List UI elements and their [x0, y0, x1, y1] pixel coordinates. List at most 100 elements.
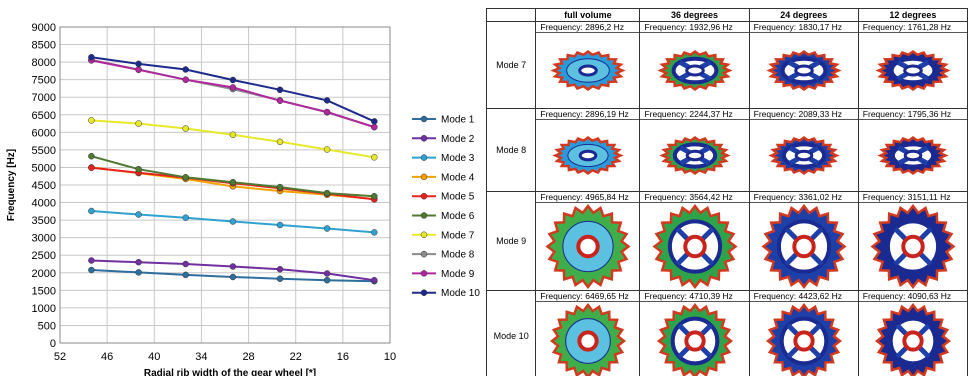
legend-marker	[420, 192, 428, 200]
data-point	[276, 183, 284, 191]
x-tick-label: 28	[242, 351, 254, 363]
data-point	[135, 165, 142, 173]
legend-marker	[420, 212, 428, 219]
mode-shape-table: full volume 36 degrees 24 degrees 12 deg…	[486, 8, 968, 376]
data-point	[323, 270, 331, 277]
frequency-label: Frequency: 1761,28 Hz	[858, 22, 967, 33]
legend-label: Mode 5	[441, 192, 475, 203]
data-point	[135, 258, 142, 266]
data-point	[182, 214, 189, 221]
table-header-row: full volume 36 degrees 24 degrees 12 deg…	[486, 8, 968, 22]
y-tick-label: 5500	[32, 145, 56, 157]
mode-shape-cell: Frequency: 2896,2 Hz	[535, 21, 641, 109]
frequency-label: Frequency: 4423,62 Hz	[749, 291, 858, 302]
data-point	[229, 76, 237, 84]
gear-mode-shape-image	[875, 49, 951, 92]
gear-mode-shape-image	[870, 204, 956, 289]
mode-shape-cell: Frequency: 6469,65 Hz	[535, 290, 641, 376]
data-point	[276, 97, 284, 104]
data-point	[323, 225, 331, 232]
row-label-mode: Mode 7	[486, 21, 537, 109]
x-tick-label: 16	[337, 351, 349, 363]
gear-mode-shape-image	[545, 204, 631, 289]
col-header-24-degrees: 24 degrees	[748, 8, 859, 22]
legend-label: Mode 6	[441, 211, 475, 222]
y-axis-title: Frequency [Hz]	[6, 149, 17, 221]
data-point	[276, 138, 284, 146]
data-point	[182, 76, 189, 83]
data-point	[182, 260, 189, 268]
y-tick-label: 9000	[32, 22, 56, 34]
y-tick-label: 7000	[32, 92, 56, 104]
legend-marker	[420, 173, 428, 181]
y-tick-label: 3000	[32, 233, 56, 245]
table-row: Mode 8 Frequency: 2896,19 Hz Frequency: 22…	[486, 108, 968, 192]
mode-shape-cell: Frequency: 2089,33 Hz	[748, 108, 859, 192]
data-point	[88, 257, 95, 264]
series-line-mode-7	[91, 119, 375, 159]
gear-mode-shape-image	[550, 49, 626, 92]
x-axis-title: Radial rib width of the gear wheel [*]	[144, 368, 316, 376]
y-tick-label: 2500	[32, 250, 56, 262]
chart-axes: 0 500 1000 1500 2000 2500 3000 3500 4000 4500 5000…	[32, 22, 397, 363]
x-tick-label: 22	[290, 351, 302, 363]
y-tick-label: 4500	[32, 180, 56, 192]
y-tick-label: 1500	[32, 285, 56, 297]
legend-label: Mode 3	[441, 153, 475, 164]
mode-shape-cell: Frequency: 3564,42 Hz	[639, 191, 750, 291]
gear-mode-shape-image	[552, 136, 624, 175]
y-tick-label: 6000	[32, 127, 56, 139]
gear-mode-shape-image	[877, 136, 949, 175]
gear-mode-shape-image	[761, 204, 847, 289]
data-point	[135, 66, 142, 74]
chart-series	[88, 53, 378, 285]
data-point	[229, 263, 237, 270]
data-point	[182, 125, 189, 132]
x-tick-label: 52	[54, 351, 66, 363]
data-point	[135, 211, 142, 218]
y-tick-label: 500	[38, 320, 56, 332]
legend-marker	[420, 135, 428, 142]
x-tick-label: 34	[195, 351, 207, 363]
mode-shape-cell: Frequency: 4965,84 Hz	[535, 191, 641, 291]
data-point	[88, 53, 95, 61]
frequency-label: Frequency: 4965,84 Hz	[536, 192, 640, 203]
legend-label: Mode 1	[441, 115, 475, 126]
y-tick-label: 6500	[32, 110, 56, 122]
col-header-36-degrees: 36 degrees	[639, 8, 750, 22]
frequency-line-chart: 0 500 1000 1500 2000 2500 3000 3500 4000 4500 5000…	[6, 22, 480, 376]
row-label-mode: Mode 10	[486, 290, 537, 376]
legend-label: Mode 2	[441, 134, 475, 145]
data-point	[276, 86, 284, 94]
gear-mode-shape-image	[656, 49, 733, 92]
frequency-label: Frequency: 2896,19 Hz	[536, 109, 640, 120]
data-point	[182, 66, 189, 73]
frequency-label: Frequency: 3564,42 Hz	[640, 192, 749, 203]
data-point	[371, 123, 378, 131]
data-point	[229, 84, 237, 91]
data-point	[323, 97, 331, 104]
chart-legend: Mode 1 Mode 2 Mode 3 Mode 4 Mode 5 Mode 6 Mode…	[412, 115, 480, 299]
frequency-label: Frequency: 4710,39 Hz	[640, 291, 749, 302]
data-point	[371, 192, 378, 200]
gear-mode-shape-image	[651, 204, 738, 289]
data-point	[371, 154, 378, 161]
data-point	[371, 118, 378, 125]
data-point	[135, 269, 142, 276]
frequency-label: Frequency: 2244,37 Hz	[640, 109, 749, 120]
data-point	[371, 276, 378, 284]
series-line-mode-6	[91, 155, 375, 198]
mode-shape-cell: Frequency: 4090,63 Hz	[857, 290, 968, 376]
y-tick-label: 8000	[32, 57, 56, 69]
table-row: Mode 10 Frequency: 6469,65 Hz Frequency: 4…	[486, 290, 968, 376]
data-point	[323, 108, 331, 116]
row-label-mode: Mode 9	[486, 191, 537, 291]
gear-mode-shape-image	[767, 136, 840, 175]
data-point	[229, 273, 237, 281]
legend-marker	[420, 289, 428, 296]
legend-marker	[420, 115, 428, 123]
x-tick-label: 10	[384, 351, 396, 363]
y-tick-label: 3500	[32, 215, 56, 227]
frequency-label: Frequency: 2089,33 Hz	[749, 109, 858, 120]
legend-marker	[420, 231, 428, 239]
